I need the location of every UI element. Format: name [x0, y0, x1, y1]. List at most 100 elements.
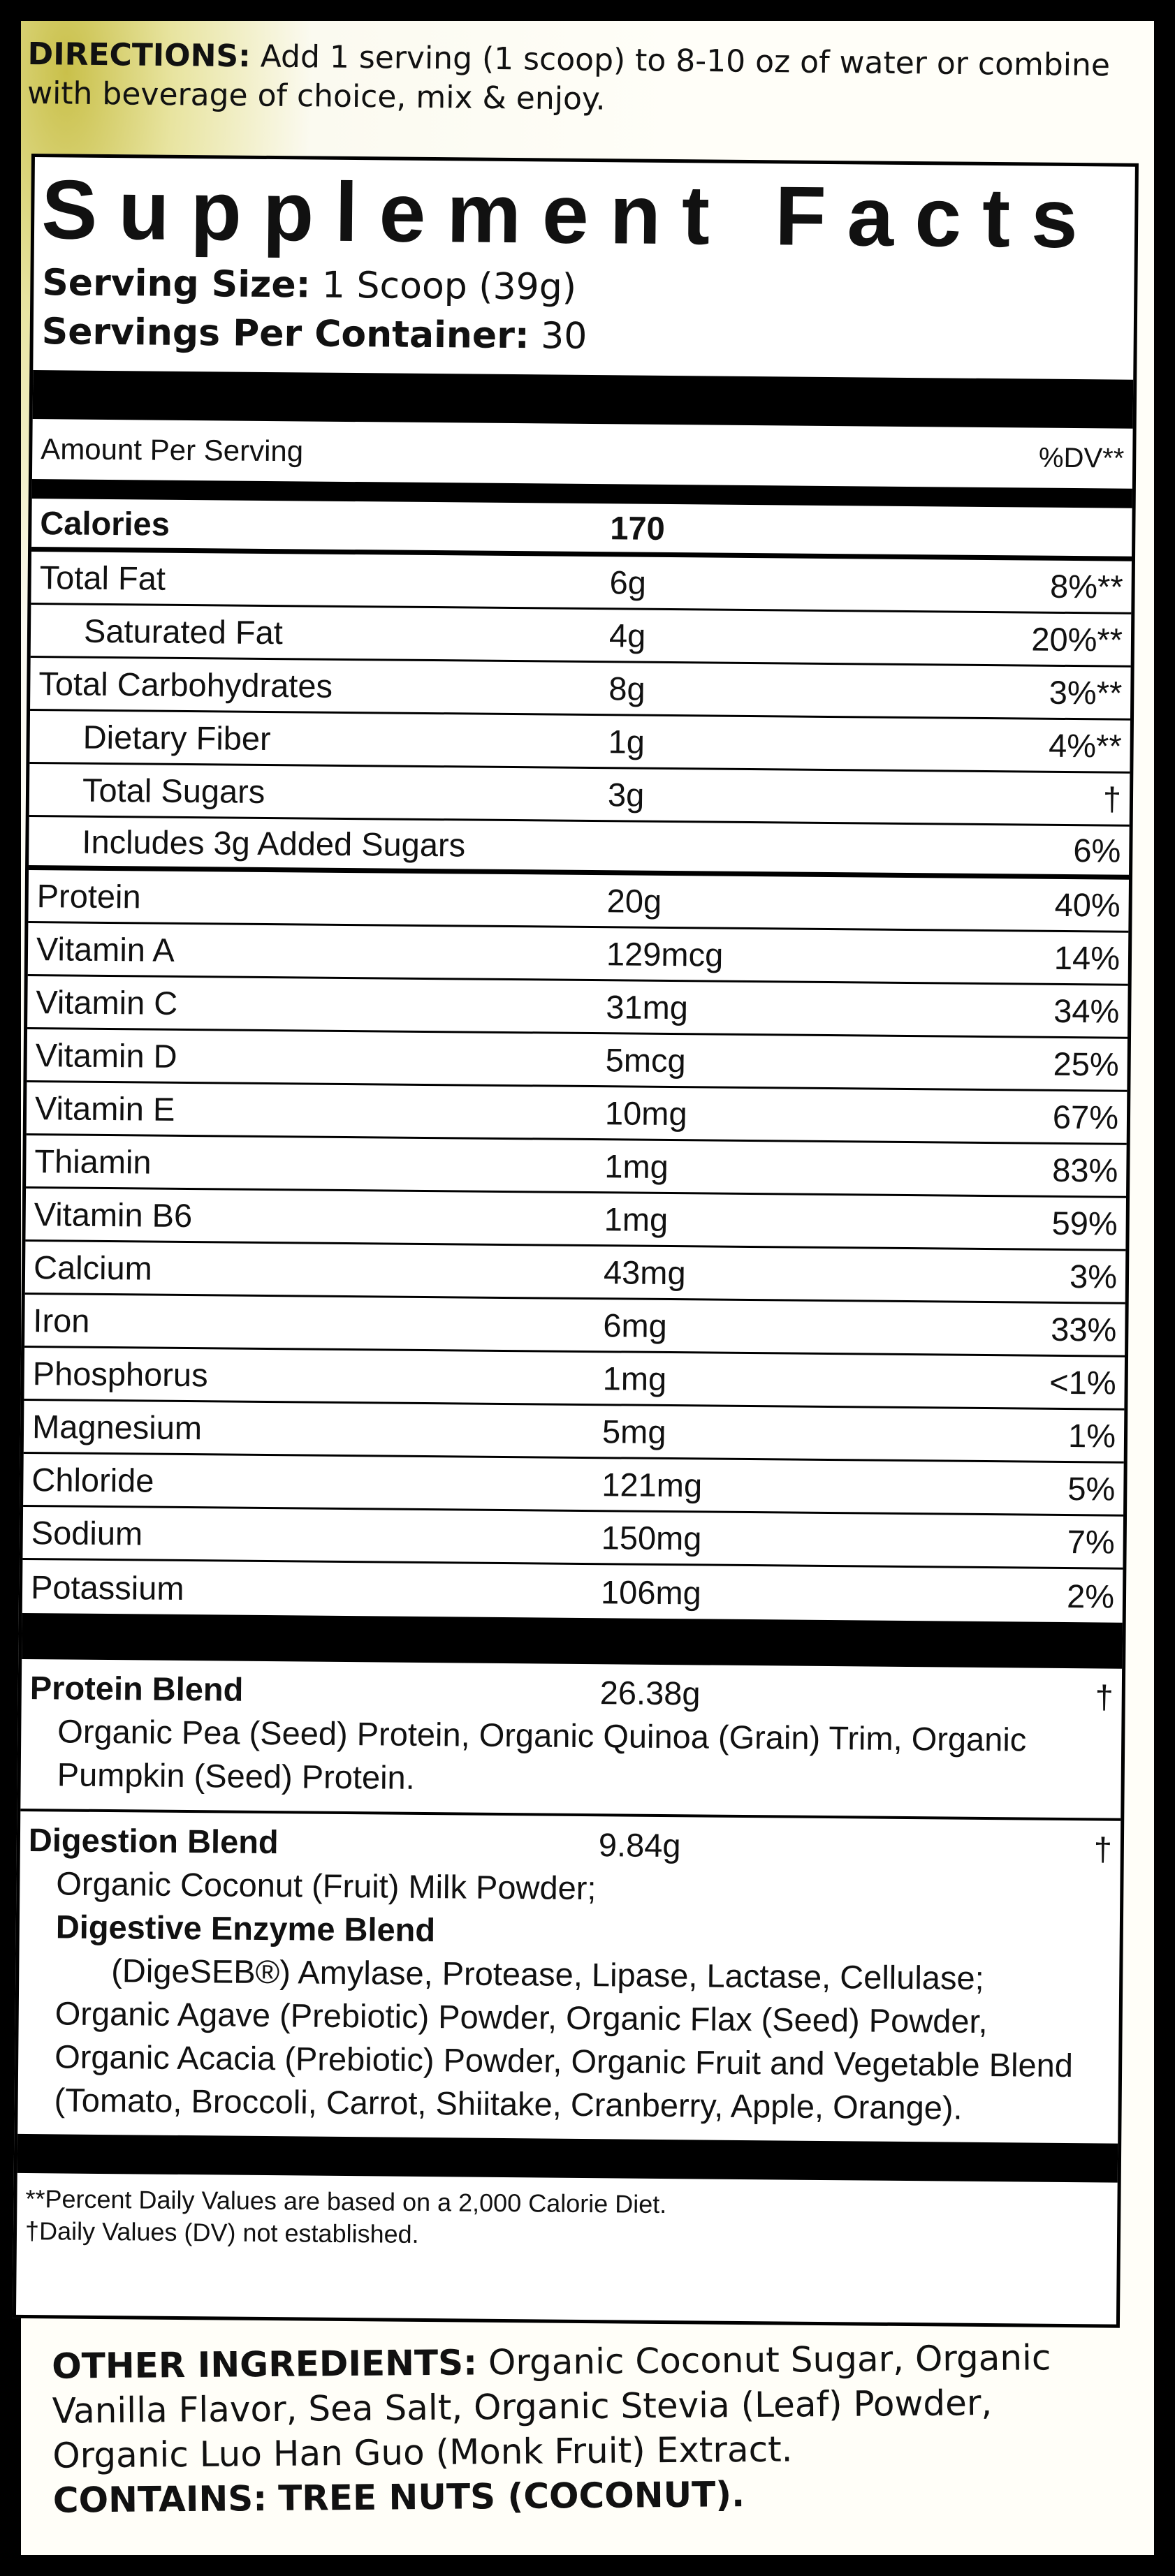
nutrient-name: Protein: [36, 877, 141, 915]
nutrient-dv: 33%: [1051, 1310, 1117, 1348]
nutrient-dv: 2%: [1066, 1577, 1115, 1615]
nutrient-name: Dietary Fiber: [82, 718, 271, 758]
nutrient-row: Vitamin E 10mg 67%: [26, 1082, 1127, 1145]
nutrient-amount: 121mg: [601, 1466, 703, 1504]
nutrient-amount: 170: [610, 509, 666, 547]
serving-size-label: Serving Size:: [42, 262, 311, 307]
nutrient-dv: 83%: [1052, 1151, 1118, 1189]
nutrient-dv: †: [1102, 780, 1122, 818]
nutrient-amount: 31mg: [606, 988, 689, 1026]
nutrient-amount: 106mg: [600, 1573, 702, 1611]
directions: DIRECTIONS: Add 1 serving (1 scoop) to 8…: [27, 35, 1132, 125]
nutrient-name: Iron: [33, 1302, 90, 1339]
nutrient-dv: [984, 531, 1123, 532]
nutrient-name: Chloride: [31, 1461, 154, 1499]
nutrient-dv: 3%: [1069, 1258, 1118, 1295]
footnotes: **Percent Daily Values are based on a 2,…: [17, 2173, 1118, 2267]
nutrient-dv: 25%: [1053, 1045, 1119, 1083]
nutrient-row: Vitamin D 5mcg 25%: [27, 1029, 1127, 1092]
contains-label: CONTAINS:: [52, 2478, 268, 2521]
nutrient-dv: 6%: [1073, 832, 1121, 869]
facts-title: Supplement Facts: [41, 163, 1100, 266]
nutrient-amount: 4g: [608, 617, 646, 654]
blend-ingredients: Organic Pea (Seed) Protein, Organic Quin…: [57, 1712, 1027, 1796]
nutrient-name: Potassium: [30, 1568, 184, 1607]
nutrient-amount: [607, 846, 981, 850]
nutrient-row: Total Carbohydrates 8g 3%**: [30, 658, 1131, 721]
nutrient-name: Vitamin D: [35, 1036, 177, 1075]
nutrient-name: Vitamin C: [36, 983, 178, 1022]
nutrient-row: Protein 20g 40%: [28, 870, 1129, 933]
nutrient-name: Total Fat: [39, 559, 166, 597]
nutrient-dv: 40%: [1054, 885, 1121, 924]
nutrient-name: Calcium: [33, 1249, 153, 1287]
nutrient-row: Calcium 43mg 3%: [24, 1241, 1126, 1304]
nutrient-dv: 1%: [1067, 1417, 1116, 1455]
nutrient-row: Vitamin B6 1mg 59%: [25, 1188, 1127, 1251]
nutrient-name: Vitamin A: [36, 930, 175, 969]
nutrient-name: Includes 3g Added Sugars: [82, 823, 466, 864]
nutrient-row: Includes 3g Added Sugars 6%: [29, 817, 1130, 880]
nutrient-name: Sodium: [31, 1514, 143, 1552]
servings-label: Servings Per Container:: [41, 311, 530, 358]
servings-per-container: Servings Per Container: 30: [33, 307, 1134, 366]
nutrient-row: Total Sugars 3g †: [29, 764, 1130, 827]
nutrient-amount: 6g: [609, 564, 647, 601]
nutrient-row: Iron 6mg 33%: [24, 1294, 1125, 1357]
nutrient-amount: 1mg: [604, 1147, 669, 1186]
blend-name: Protein Blend: [29, 1669, 244, 1708]
nutrient-row: Potassium 106mg 2%: [22, 1560, 1123, 1623]
nutrient-row: Calories 170: [31, 499, 1132, 561]
nutrient-dv: 20%**: [1031, 620, 1123, 658]
blend-dv: †: [1093, 1830, 1113, 1868]
nutrient-name: Total Carbohydrates: [38, 665, 333, 705]
nutrient-amount: 20g: [606, 882, 662, 920]
nutrient-name: Saturated Fat: [83, 612, 284, 652]
nutrient-dv: 59%: [1051, 1204, 1118, 1242]
nutrient-name: Vitamin B6: [34, 1195, 193, 1235]
nutrient-row: Magnesium 5mg 1%: [23, 1400, 1125, 1464]
nutrient-dv: 5%: [1067, 1470, 1116, 1508]
amount-header-label: Amount Per Serving: [41, 432, 304, 468]
blend-ingredients: Organic Agave (Prebiotic) Powder, Organi…: [54, 1994, 1074, 2126]
contains-text: TREE NUTS (COCONUT).: [277, 2474, 745, 2519]
supplement-facts-panel: Supplement Facts Serving Size: 1 Scoop (…: [12, 154, 1139, 2328]
nutrient-name: Magnesium: [31, 1408, 203, 1447]
nutrient-row: Dietary Fiber 1g 4%**: [29, 711, 1130, 774]
nutrient-row: Vitamin A 129mcg 14%: [27, 923, 1129, 986]
nutrient-amount: 10mg: [604, 1094, 687, 1133]
blend-dv: †: [1095, 1678, 1114, 1716]
servings-value: 30: [540, 315, 588, 358]
nutrient-amount: 5mcg: [605, 1041, 686, 1080]
nutrient-amount: 8g: [608, 670, 645, 707]
blend-amount: 26.38g: [599, 1674, 701, 1712]
nutrient-amount: 150mg: [601, 1519, 702, 1557]
nutrient-name: Phosphorus: [32, 1355, 208, 1394]
product-label: DIRECTIONS: Add 1 serving (1 scoop) to 8…: [12, 21, 1154, 2555]
amount-header: Amount Per Serving %DV**: [32, 419, 1133, 489]
directions-label: DIRECTIONS:: [27, 36, 251, 75]
other-ingredients: OTHER INGREDIENTS: Organic Coconut Sugar…: [52, 2334, 1129, 2522]
nutrient-dv: 3%**: [1049, 673, 1123, 712]
nutrient-table: Calories 170 Total Fat 6g 8%** Saturated Fat 4…: [22, 499, 1132, 1623]
protein-blend: Protein Blend 26.38g † Organic Pea (Seed) …: [20, 1658, 1123, 1821]
nutrient-dv: 7%: [1067, 1523, 1115, 1561]
nutrient-row: Vitamin C 31mg 34%: [27, 976, 1128, 1039]
nutrient-dv: 14%: [1053, 939, 1121, 977]
blend-amount: 9.84g: [598, 1826, 681, 1864]
serving-size-value: 1 Scoop (39g): [321, 264, 577, 309]
nutrient-name: Thiamin: [34, 1142, 152, 1181]
nutrient-name: Total Sugars: [82, 771, 265, 810]
nutrient-dv: <1%: [1049, 1363, 1116, 1401]
nutrient-dv: 34%: [1053, 992, 1120, 1030]
nutrient-row: Sodium 150mg 7%: [22, 1506, 1124, 1570]
nutrient-row: Saturated Fat 4g 20%**: [30, 605, 1132, 668]
blend-name: Digestion Blend: [28, 1821, 279, 1861]
nutrient-dv: 8%**: [1049, 567, 1123, 605]
dv-header: %DV**: [1038, 442, 1125, 474]
nutrient-amount: 1mg: [602, 1360, 667, 1397]
nutrient-dv: 67%: [1052, 1098, 1119, 1136]
nutrient-row: Chloride 121mg 5%: [23, 1453, 1124, 1517]
nutrient-name: Vitamin E: [34, 1089, 175, 1128]
nutrient-row: Total Fat 6g 8%**: [31, 552, 1132, 614]
